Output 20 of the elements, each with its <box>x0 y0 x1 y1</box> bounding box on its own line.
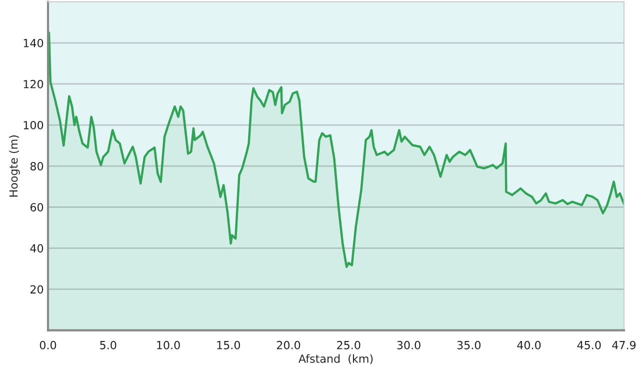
y-tick-label: 100 <box>24 120 44 130</box>
y-axis-title: Hoogte (m) <box>9 135 20 197</box>
x-tick-label: 25.0 <box>337 340 360 350</box>
y-tick-label: 40 <box>30 244 44 253</box>
x-tick-label: 35.0 <box>457 340 481 350</box>
y-tick-label: 60 <box>30 203 44 212</box>
y-tick-label: 120 <box>24 80 44 88</box>
x-tick-label: 0.0 <box>40 340 56 350</box>
x-tick-label: 40.0 <box>517 340 541 350</box>
x-tick-label: 45.0 <box>577 340 601 350</box>
y-tick-label: 80 <box>30 162 44 170</box>
y-tick-label: 20 <box>30 285 44 294</box>
x-axis-title: Afstand (km) <box>298 354 373 364</box>
x-tick-label: 15.0 <box>217 340 240 350</box>
x-tick-label: 47.9 <box>612 340 636 350</box>
y-tick-label: 140 <box>24 38 44 48</box>
x-tick-label: 30.0 <box>397 340 420 350</box>
x-tick-label: 5.0 <box>100 340 116 350</box>
x-tick-label: 20.0 <box>276 340 300 350</box>
x-tick-label: 10.0 <box>157 340 180 350</box>
